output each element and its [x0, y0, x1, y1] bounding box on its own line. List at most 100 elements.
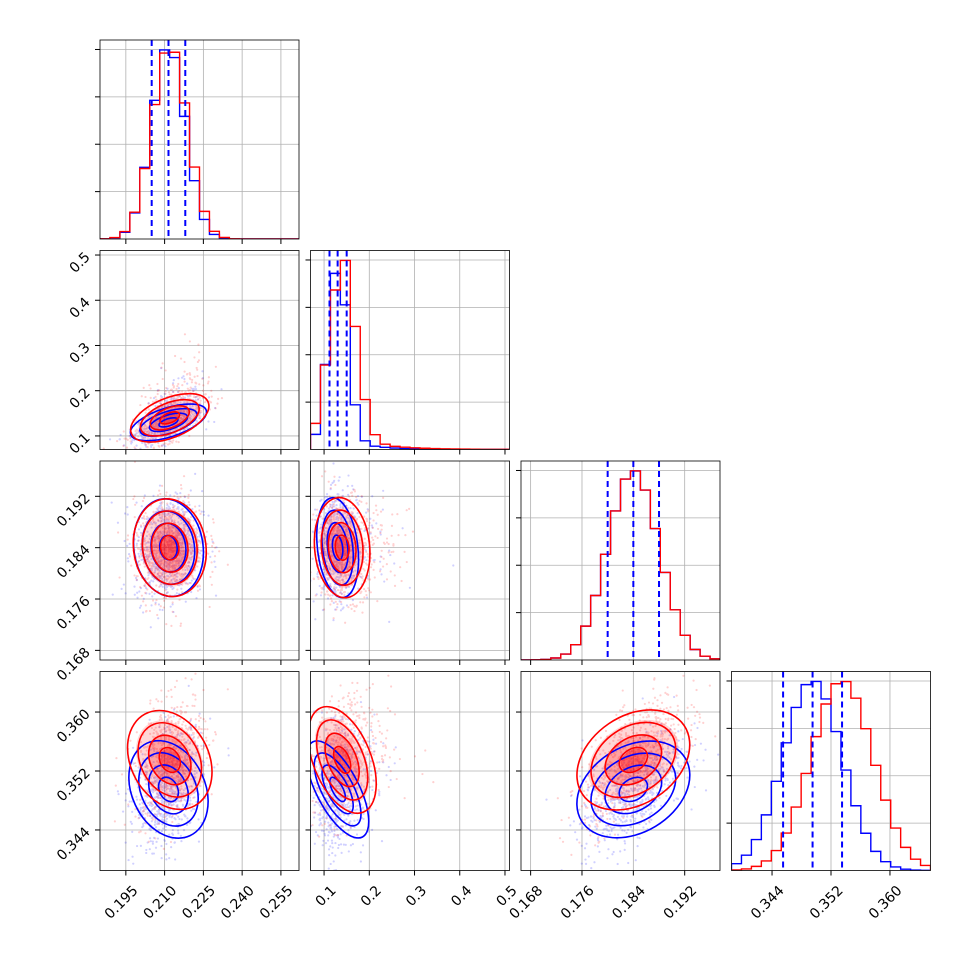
scatter-point	[156, 432, 159, 435]
scatter-point	[132, 497, 135, 501]
scatter-point	[162, 424, 166, 427]
scatter-point	[339, 575, 342, 578]
scatter-point	[179, 749, 183, 752]
scatter-point	[205, 428, 208, 431]
scatter-point	[167, 802, 171, 805]
scatter-point	[138, 563, 142, 566]
scatter-point	[393, 574, 396, 577]
scatter-point	[365, 559, 368, 562]
scatter-point	[187, 564, 190, 567]
scatter-point	[329, 538, 332, 541]
scatter-point	[164, 819, 167, 822]
scatter-point	[168, 565, 171, 568]
scatter-point	[177, 562, 180, 565]
scatter-point	[167, 524, 170, 527]
scatter-point	[174, 580, 177, 583]
scatter-point	[164, 392, 167, 395]
scatter-point	[148, 537, 151, 540]
scatter-point	[325, 530, 328, 533]
scatter-point	[340, 564, 343, 567]
scatter-point	[349, 562, 352, 565]
scatter-point	[358, 539, 361, 542]
scatter-point	[136, 534, 139, 537]
scatter-point	[173, 354, 177, 358]
scatter-point	[161, 572, 164, 576]
scatter-point	[203, 413, 206, 416]
scatter-point	[135, 844, 139, 848]
scatter-point	[145, 555, 148, 558]
scatter-point	[155, 795, 158, 798]
scatter-point	[350, 548, 353, 551]
scatter-point	[328, 518, 331, 522]
scatter-point	[177, 559, 180, 562]
scatter-point	[359, 601, 362, 604]
scatter-point	[187, 539, 190, 543]
scatter-point	[312, 531, 315, 534]
scatter-point	[182, 514, 186, 517]
scatter-point	[156, 494, 160, 497]
scatter-point	[165, 817, 169, 820]
scatter-point	[161, 756, 164, 759]
scatter-point	[189, 546, 192, 549]
scatter-point	[144, 430, 147, 433]
scatter-point	[138, 606, 142, 609]
scatter-point	[163, 515, 167, 518]
scatter-point	[183, 566, 186, 569]
scatter-point	[135, 531, 138, 535]
scatter-point	[166, 575, 170, 578]
scatter-point	[177, 565, 180, 568]
scatter-point	[181, 769, 185, 772]
scatter-point	[331, 532, 334, 535]
scatter-point	[180, 545, 183, 548]
scatter-point	[184, 565, 188, 568]
scatter-point	[159, 796, 162, 800]
scatter-point	[138, 816, 141, 819]
scatter-point	[341, 539, 345, 542]
scatter-point	[166, 420, 169, 423]
scatter-point	[166, 553, 169, 556]
scatter-point	[181, 793, 184, 796]
scatter-point	[150, 445, 153, 448]
scatter-point	[137, 528, 141, 531]
scatter-point	[318, 530, 321, 534]
scatter-point	[171, 513, 174, 516]
scatter-point	[157, 792, 160, 795]
scatter-point	[188, 550, 192, 553]
scatter-point	[150, 788, 154, 791]
scatter-point	[327, 480, 330, 483]
scatter-point	[153, 813, 156, 816]
scatter-point	[155, 422, 159, 425]
scatter-point	[342, 539, 345, 543]
scatter-point	[186, 817, 189, 820]
scatter-point	[368, 589, 371, 592]
scatter-point	[180, 587, 183, 590]
scatter-point	[334, 577, 337, 580]
scatter-point	[164, 815, 168, 818]
scatter-point	[334, 564, 338, 568]
scatter-point	[170, 624, 173, 627]
scatter-point	[182, 529, 186, 532]
scatter-point	[188, 749, 191, 752]
scatter-point	[136, 534, 139, 537]
scatter-point	[150, 437, 153, 441]
scatter-point	[150, 604, 153, 607]
scatter-point	[190, 590, 193, 594]
scatter-point	[393, 562, 396, 565]
scatter-point	[183, 772, 186, 775]
scatter-point	[158, 516, 162, 519]
scatter-point	[329, 506, 332, 509]
scatter-point	[155, 543, 158, 547]
scatter-point	[346, 493, 350, 496]
scatter-point	[380, 549, 383, 552]
scatter-point	[170, 525, 174, 528]
scatter-point	[139, 542, 142, 546]
scatter-point	[343, 574, 347, 577]
scatter-point	[183, 410, 186, 414]
scatter-point	[354, 516, 357, 519]
scatter-point	[196, 531, 199, 535]
scatter-point	[173, 414, 176, 417]
scatter-point	[162, 530, 165, 533]
scatter-point	[156, 427, 159, 430]
scatter-point	[177, 559, 180, 562]
scatter-point	[170, 396, 174, 399]
